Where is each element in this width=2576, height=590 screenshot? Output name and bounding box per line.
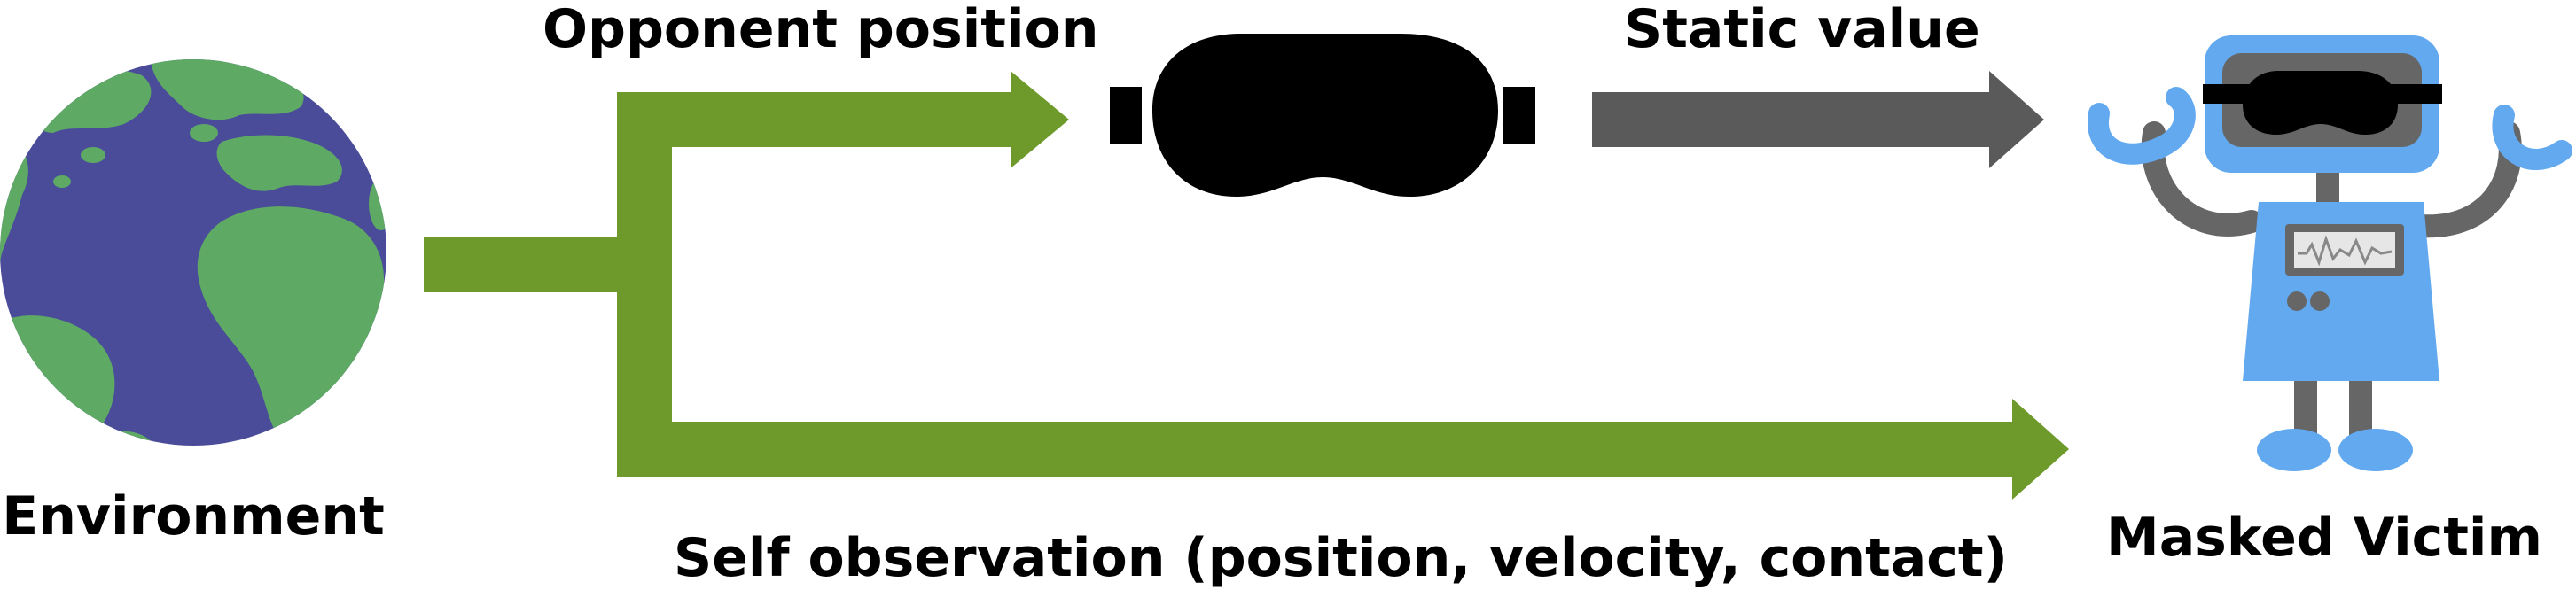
masked-victim-label: Masked Victim <box>2106 507 2542 569</box>
earth-globe-icon <box>0 59 386 446</box>
observation-flow-arrows <box>424 71 2069 500</box>
static-value-arrow <box>1592 71 2044 168</box>
static-value-label: Static value <box>1624 0 1980 60</box>
robot-icon <box>2088 35 2572 471</box>
blindfold-mask-icon <box>1110 34 1535 197</box>
environment-label: Environment <box>2 485 385 547</box>
opponent-position-label: Opponent position <box>543 0 1098 60</box>
self-observation-label: Self observation (position, velocity, co… <box>674 527 2008 589</box>
